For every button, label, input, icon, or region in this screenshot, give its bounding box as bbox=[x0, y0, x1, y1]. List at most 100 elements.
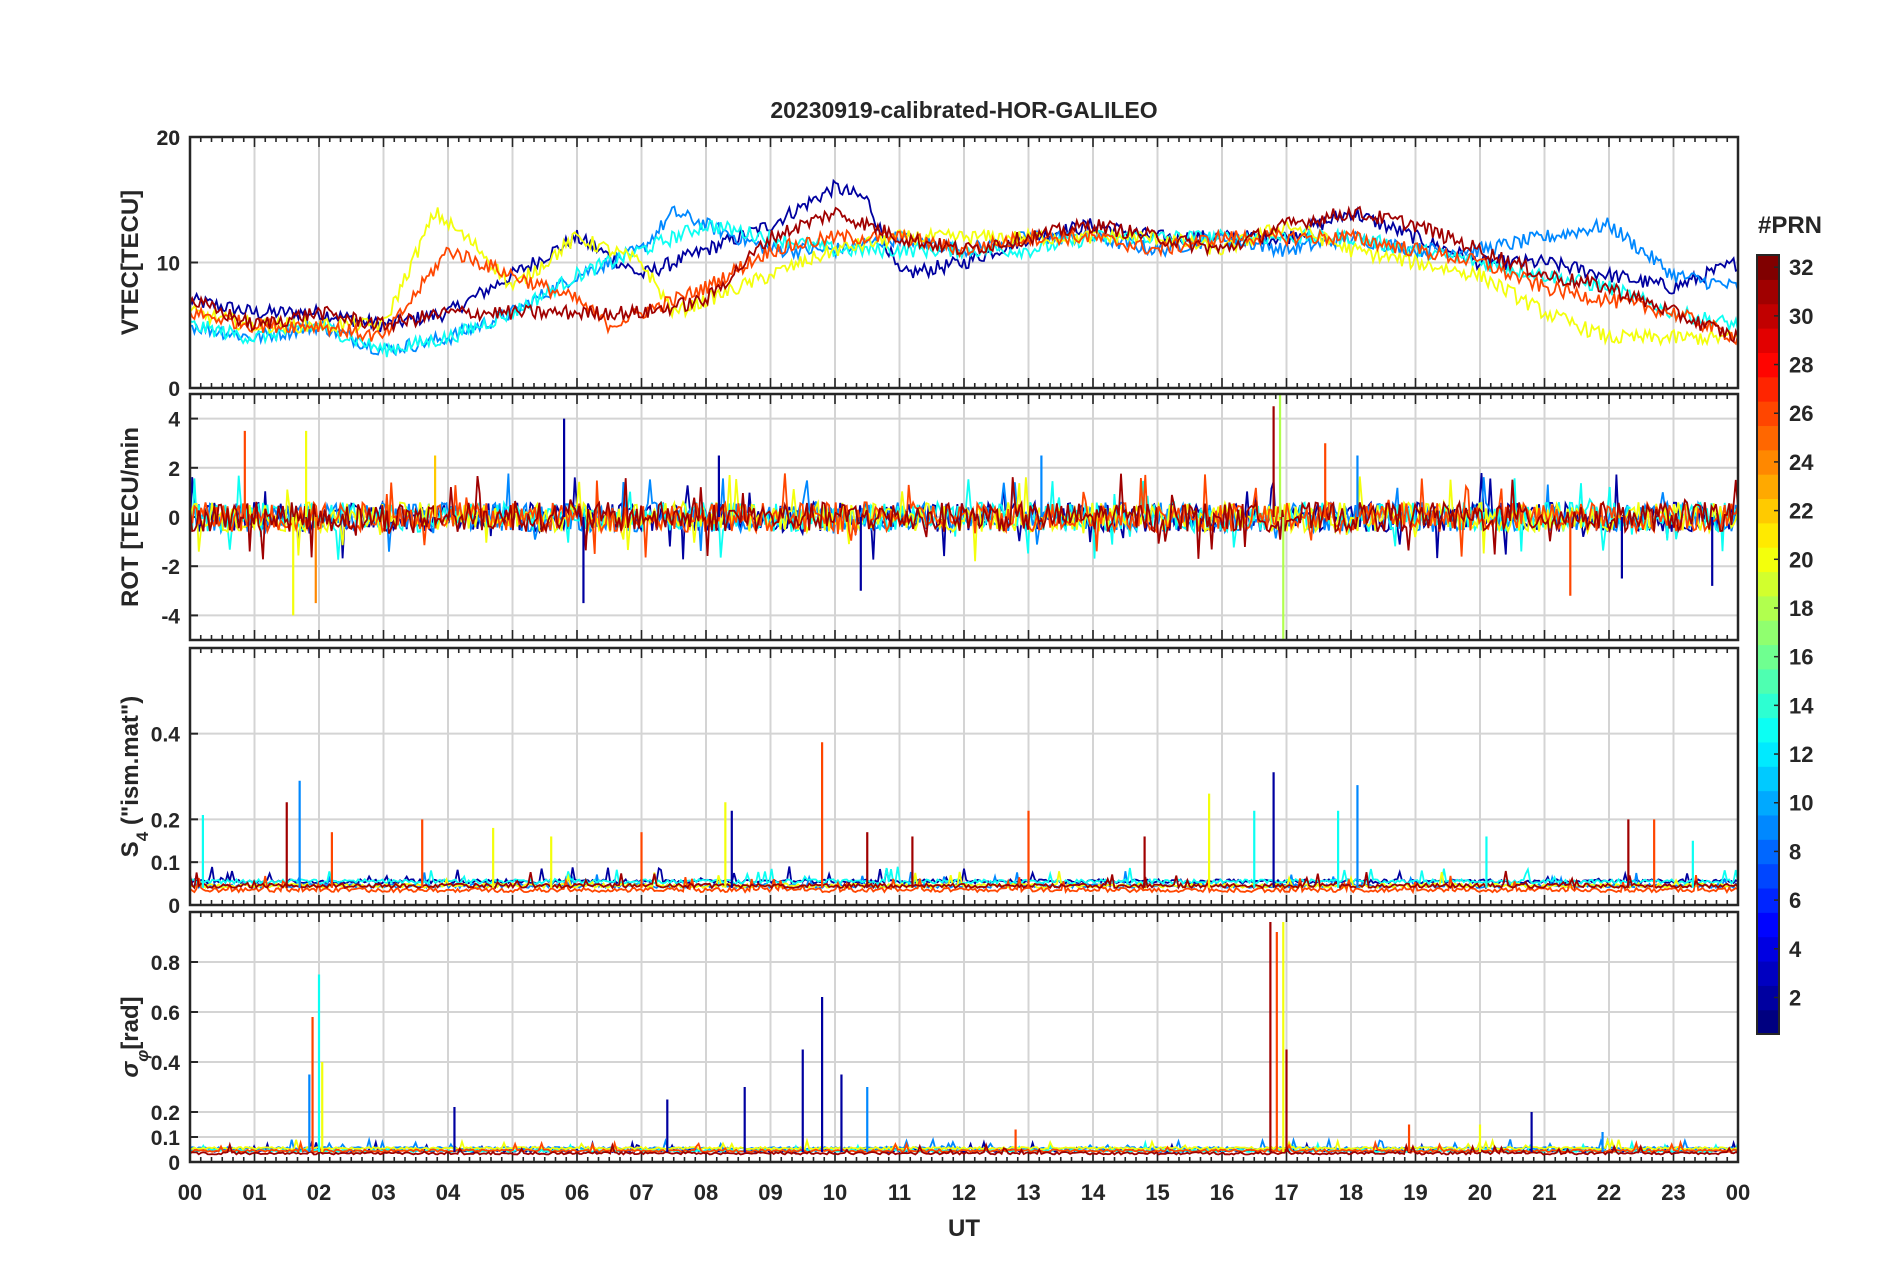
y-tick-label-s4: 0.1 bbox=[151, 852, 181, 875]
axes-frame-rot bbox=[188, 392, 1740, 642]
colorbar-swatch bbox=[1757, 717, 1779, 743]
x-axis-label: UT bbox=[948, 1215, 980, 1242]
series-line-prn-20 bbox=[190, 207, 1738, 347]
x-tick-label: 06 bbox=[565, 1180, 589, 1205]
series-line-prn-26 bbox=[190, 874, 1738, 895]
colorbar-swatch bbox=[1757, 814, 1779, 840]
colorbar-swatch bbox=[1757, 839, 1779, 865]
colorbar-tick-label: 26 bbox=[1789, 401, 1813, 426]
colorbar-swatch bbox=[1757, 1009, 1779, 1035]
colorbar-swatch bbox=[1757, 522, 1779, 548]
colorbar-tick-label: 30 bbox=[1789, 304, 1813, 329]
colorbar-tick-label: 14 bbox=[1789, 693, 1814, 718]
colorbar-tick-label: 2 bbox=[1789, 985, 1801, 1010]
series-group-s4 bbox=[190, 742, 1738, 895]
series-line-prn-31 bbox=[190, 205, 1738, 344]
colorbar-swatch bbox=[1757, 425, 1779, 451]
colorbar-swatch bbox=[1757, 960, 1779, 986]
y-tick-label-sigma: 0.2 bbox=[151, 1102, 180, 1125]
y-tick-label-sigma: 0.4 bbox=[151, 1052, 181, 1075]
colorbar-swatch bbox=[1757, 303, 1779, 329]
x-tick-label: 07 bbox=[629, 1180, 653, 1205]
y-tick-label-vtec: 0 bbox=[168, 378, 180, 401]
colorbar-swatch bbox=[1757, 474, 1779, 500]
colorbar-swatch bbox=[1757, 790, 1779, 816]
y-tick-label-rot: 4 bbox=[168, 409, 180, 432]
x-tick-label: 20 bbox=[1468, 1180, 1492, 1205]
y-tick-label-sigma: 0.8 bbox=[151, 952, 181, 975]
colorbar-swatch bbox=[1757, 547, 1779, 573]
colorbar-swatch bbox=[1757, 255, 1779, 280]
series-line-prn-20 bbox=[190, 475, 1738, 562]
x-tick-label: 18 bbox=[1339, 1180, 1363, 1205]
colorbar-swatch bbox=[1757, 668, 1779, 694]
colorbar-swatch bbox=[1757, 644, 1779, 670]
colorbar-swatch bbox=[1757, 936, 1779, 962]
x-tick-label: 09 bbox=[758, 1180, 782, 1205]
colorbar-swatch bbox=[1757, 863, 1779, 889]
x-tick-label: 16 bbox=[1210, 1180, 1234, 1205]
colorbar-swatch bbox=[1757, 449, 1779, 475]
y-tick-label-rot: -2 bbox=[161, 556, 180, 579]
x-tick-label: 11 bbox=[888, 1180, 911, 1205]
y-axis-label-rot: ROT [TECU/min bbox=[117, 427, 144, 607]
colorbar-swatch bbox=[1757, 766, 1779, 792]
x-tick-label: 14 bbox=[1081, 1180, 1106, 1205]
x-tick-label: 12 bbox=[952, 1180, 976, 1205]
axes-frame-s4 bbox=[188, 646, 1740, 907]
series-group-rot bbox=[190, 394, 1738, 640]
y-axis-label-sigma: σφ[rad] bbox=[117, 996, 152, 1077]
colorbar-swatch bbox=[1757, 498, 1779, 524]
colorbar-swatch bbox=[1757, 328, 1779, 353]
y-tick-label-s4: 0.4 bbox=[151, 724, 181, 747]
x-tick-label: 23 bbox=[1661, 1180, 1685, 1205]
axes-frame-sigma bbox=[188, 910, 1740, 1164]
colorbar-swatch bbox=[1757, 741, 1779, 767]
colorbar-tick-label: 16 bbox=[1789, 645, 1813, 670]
series-line-prn-2 bbox=[190, 178, 1738, 333]
axes-frame-vtec bbox=[188, 135, 1740, 390]
y-tick-label-vtec: 20 bbox=[157, 127, 180, 150]
x-tick-label: 08 bbox=[694, 1180, 718, 1205]
colorbar-swatch bbox=[1757, 887, 1779, 913]
colorbar-swatch bbox=[1757, 595, 1779, 621]
x-tick-label: 21 bbox=[1532, 1180, 1556, 1205]
colorbar-swatch bbox=[1757, 571, 1779, 597]
x-tick-label: 01 bbox=[242, 1180, 266, 1205]
colorbar-tick-label: 10 bbox=[1789, 791, 1813, 816]
panel-s4: 0 0.1 0.2 0.4S4 ("ism.mat") bbox=[117, 646, 1740, 918]
colorbar-tick-label: 22 bbox=[1789, 499, 1813, 524]
x-tick-label: 00 bbox=[1726, 1180, 1750, 1205]
x-tick-label: 15 bbox=[1145, 1180, 1169, 1205]
colorbar-swatch bbox=[1757, 279, 1779, 305]
colorbar-tick-label: 18 bbox=[1789, 596, 1813, 621]
colorbar-swatch bbox=[1757, 985, 1779, 1011]
colorbar-tick-label: 8 bbox=[1789, 839, 1801, 864]
colorbar-swatch bbox=[1757, 352, 1779, 378]
colorbar-label: #PRN bbox=[1758, 212, 1822, 239]
x-tick-label: 13 bbox=[1016, 1180, 1040, 1205]
colorbar-swatch bbox=[1757, 376, 1779, 402]
y-tick-label-sigma: 0.1 bbox=[151, 1127, 181, 1150]
x-tick-label: 22 bbox=[1597, 1180, 1621, 1205]
colorbar-tick-label: 6 bbox=[1789, 888, 1801, 913]
x-axis: 00 01 02 03 04 05 06 07 08 09 10 11 12 13 14 15 16 17 18 19… bbox=[178, 1180, 1750, 1205]
colorbar-tick-label: 32 bbox=[1789, 255, 1813, 280]
y-tick-label-vtec: 20 bbox=[157, 127, 180, 150]
y-tick-label-sigma: 0 bbox=[168, 1152, 180, 1175]
colorbar-tick-label: 28 bbox=[1789, 353, 1813, 378]
colorbar-tick-label: 20 bbox=[1789, 547, 1813, 572]
series-group-sigma bbox=[190, 922, 1738, 1156]
y-tick-label-rot: 0 bbox=[168, 507, 180, 530]
x-tick-label: 02 bbox=[307, 1180, 331, 1205]
series-line-prn-31 bbox=[190, 870, 1738, 891]
panel-rot: -4 -2 0 2 4 ROT [TECU/min bbox=[117, 392, 1740, 642]
y-tick-label-s4: 0.2 bbox=[151, 809, 180, 832]
y-axis-label-vtec: VTEC[TECU] bbox=[117, 190, 144, 335]
colorbar-swatch bbox=[1757, 401, 1779, 427]
colorbar-frame bbox=[1756, 254, 1780, 1035]
